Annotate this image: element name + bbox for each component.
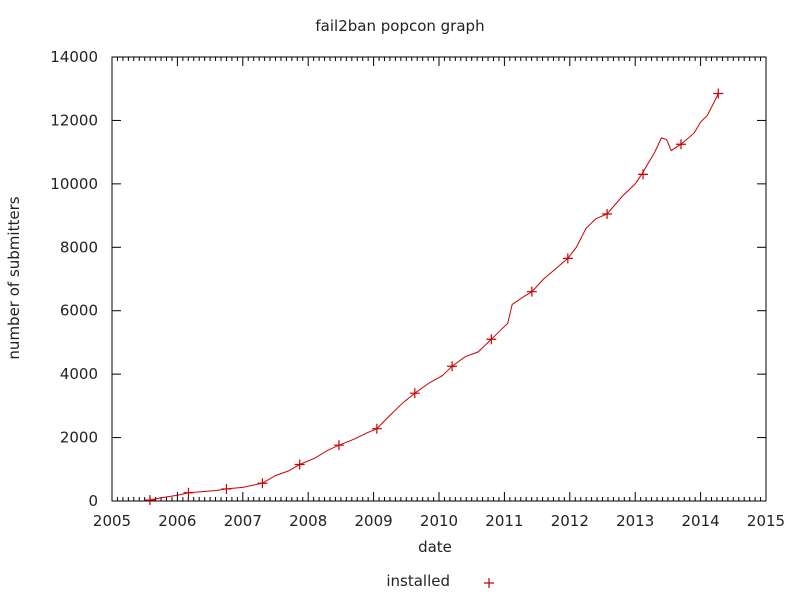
data-point bbox=[602, 208, 613, 219]
data-point bbox=[526, 286, 537, 297]
x-tick-label: 2012 bbox=[551, 512, 589, 530]
x-tick-label: 2011 bbox=[485, 512, 523, 530]
axis-ticks bbox=[111, 56, 767, 502]
legend-marker-installed bbox=[484, 578, 494, 588]
data-point bbox=[221, 483, 232, 494]
x-tick-label: 2009 bbox=[355, 512, 393, 530]
data-point bbox=[638, 169, 649, 180]
data-point bbox=[447, 361, 458, 372]
plot-frame bbox=[111, 56, 767, 502]
data-point bbox=[294, 459, 305, 470]
y-tick-label: 0 bbox=[88, 492, 98, 510]
legend-label-installed: installed bbox=[386, 572, 450, 590]
y-tick-label: 14000 bbox=[50, 48, 98, 66]
y-tick-label: 4000 bbox=[60, 365, 98, 383]
axis-tick-labels: 2005 2006 2007 2008 2009 2010 2011 2012 2013 2014… bbox=[50, 48, 785, 530]
data-point bbox=[183, 487, 194, 498]
legend: installed bbox=[0, 572, 800, 594]
x-tick-label: 2014 bbox=[682, 512, 720, 530]
y-tick-label: 12000 bbox=[50, 111, 98, 129]
x-tick-label: 2010 bbox=[420, 512, 458, 530]
data-point bbox=[713, 88, 724, 99]
data-point bbox=[675, 139, 686, 150]
x-tick-label: 2006 bbox=[158, 512, 196, 530]
data-point bbox=[257, 478, 268, 489]
x-tick-label: 2007 bbox=[224, 512, 262, 530]
x-axis-label: date bbox=[418, 538, 452, 556]
x-tick-label: 2005 bbox=[93, 512, 131, 530]
data-point bbox=[371, 423, 382, 434]
data-point bbox=[333, 440, 344, 451]
y-tick-label: 6000 bbox=[60, 302, 98, 320]
installed-series-line bbox=[149, 93, 719, 501]
x-tick-label: 2015 bbox=[747, 512, 785, 530]
y-tick-label: 2000 bbox=[60, 429, 98, 447]
installed-series-points bbox=[144, 88, 724, 506]
data-point bbox=[144, 495, 155, 506]
chart-title: fail2ban popcon graph bbox=[315, 17, 485, 35]
legend-marker bbox=[484, 578, 494, 588]
data-point bbox=[562, 253, 573, 264]
data-point bbox=[409, 388, 420, 399]
data-point bbox=[486, 334, 497, 345]
x-tick-label: 2008 bbox=[289, 512, 327, 530]
y-tick-label: 10000 bbox=[50, 175, 98, 193]
y-axis-label: number of submitters bbox=[5, 196, 23, 360]
y-tick-label: 8000 bbox=[60, 238, 98, 256]
x-tick-label: 2013 bbox=[616, 512, 654, 530]
